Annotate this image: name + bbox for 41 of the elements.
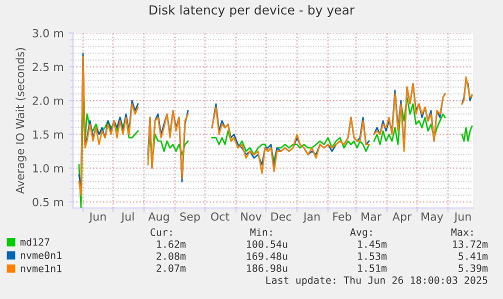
text: Last update: Thu Jun 26 18:00:03 2025	[266, 276, 488, 286]
y-tick-label: 0.5 m	[32, 198, 64, 206]
text: Avg:	[350, 228, 372, 238]
text: 186.98u	[247, 264, 288, 272]
text: 1.51m	[358, 264, 387, 272]
x-tick-label: Mar	[362, 212, 382, 221]
y-tick-label: 2.0 m	[32, 96, 64, 105]
x-tick-label: Oct	[211, 212, 230, 221]
legend-label: md127	[20, 238, 50, 246]
y-tick-label: 3.0 m	[32, 28, 64, 38]
text: Min:	[250, 228, 272, 236]
x-tick-label: Dec	[271, 212, 292, 221]
x-tick-label: Jun	[454, 212, 471, 223]
chart-title: Disk latency per device - by year	[150, 4, 355, 18]
x-tick-label: Jan	[302, 212, 320, 223]
text: 1.62m	[157, 240, 186, 248]
text: 1.45m	[358, 240, 387, 248]
text: 1.53m	[358, 252, 387, 260]
legend-label: nvme1n1	[20, 264, 62, 272]
text: 5.41m	[458, 252, 488, 260]
y-tick-label: 2.5 m	[32, 62, 64, 72]
text: 5.39m	[458, 264, 488, 272]
x-tick-label: Aug	[148, 212, 169, 223]
y-tick-label: 1.5 m	[33, 130, 64, 139]
text: Max:	[451, 228, 473, 236]
legend-label: nvme0n1	[20, 251, 62, 260]
text: 13.72m	[453, 240, 488, 248]
x-tick-label: May	[422, 212, 444, 223]
y-axis-title: Average IO Wait (seconds)	[16, 48, 26, 194]
text: 2.07m	[156, 264, 186, 272]
x-tick-label: Nov	[241, 212, 262, 221]
x-tick-label: Apr	[392, 212, 412, 223]
x-tick-label: Jun	[88, 212, 106, 223]
text: 2.08m	[156, 252, 186, 260]
text: Cur:	[150, 228, 172, 236]
text: 100.54u	[247, 240, 288, 248]
x-tick-label: Jul	[120, 212, 134, 223]
x-tick-label: Sep	[180, 212, 200, 223]
x-tick-label: Feb	[333, 212, 352, 221]
text: 169.48u	[247, 252, 288, 260]
y-tick-label: 1.0 m	[33, 164, 64, 173]
